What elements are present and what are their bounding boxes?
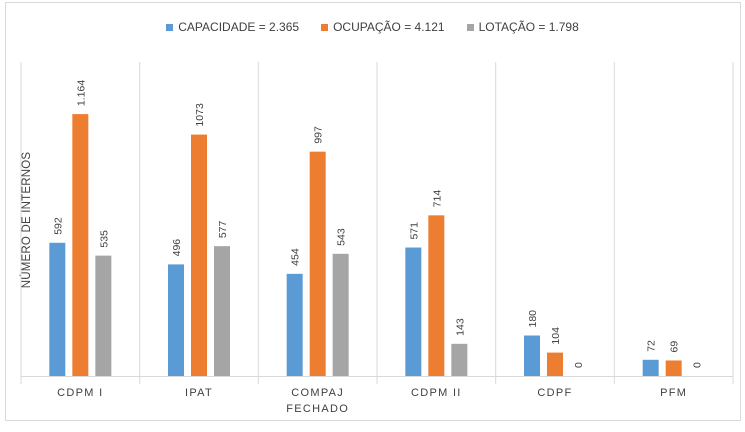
category-label: FECHADO [286,403,349,415]
data-label: 0 [573,362,585,368]
legend-entry-capacidade: CAPACIDADE = 2.365 [166,20,299,34]
data-label: 1073 [194,103,206,127]
bar [405,247,422,376]
legend-entry-lotacao: LOTAÇÃO = 1.798 [466,20,579,34]
bar [451,343,468,376]
data-label: 496 [171,239,183,257]
bar [665,360,682,376]
category-label: PFM [660,387,687,399]
legend-swatch-lotacao [466,23,474,31]
legend-swatch-ocupacao [321,23,329,31]
bar [524,335,540,376]
chart-area [5,2,741,421]
data-label: 69 [669,341,681,353]
legend-label-capacidade: CAPACIDADE = 2.365 [178,20,300,34]
data-label: 592 [52,217,64,235]
legend-label-ocupacao: OCUPAÇÃO = 4.121 [333,20,445,34]
legend: CAPACIDADE = 2.365 OCUPAÇÃO = 4.121 LOTA… [0,17,745,37]
data-label: 454 [290,248,302,266]
category-label: COMPAJ [291,387,344,399]
bar [49,242,66,376]
bar [286,273,303,376]
data-label: 180 [527,310,539,328]
data-label: 0 [692,362,704,368]
data-label: 997 [313,126,325,144]
bar [332,253,349,376]
category-label: CDPM I [57,387,103,399]
bar [214,246,230,376]
data-label: 72 [646,340,658,352]
bar [72,114,89,376]
data-label: 143 [454,318,466,336]
legend-label-lotacao: LOTAÇÃO = 1.798 [478,20,579,34]
data-label: 577 [217,220,229,238]
legend-entry-ocupacao: OCUPAÇÃO = 4.121 [321,20,445,34]
bar [547,352,563,376]
data-label: 104 [550,327,562,345]
data-label: 543 [336,228,348,246]
bar [309,151,326,376]
bar [428,215,445,376]
data-label: 1.164 [75,80,87,106]
data-label: 535 [98,230,110,248]
bar [191,134,207,376]
category-label: CDPM II [411,387,462,399]
category-label: CDPF [537,387,572,399]
data-label: 571 [408,222,420,240]
bar [95,255,112,376]
category-label: IPAT [185,387,213,399]
legend-swatch-capacidade [166,23,174,31]
bar [642,359,659,376]
data-label: 714 [431,190,443,208]
bar [168,264,184,376]
